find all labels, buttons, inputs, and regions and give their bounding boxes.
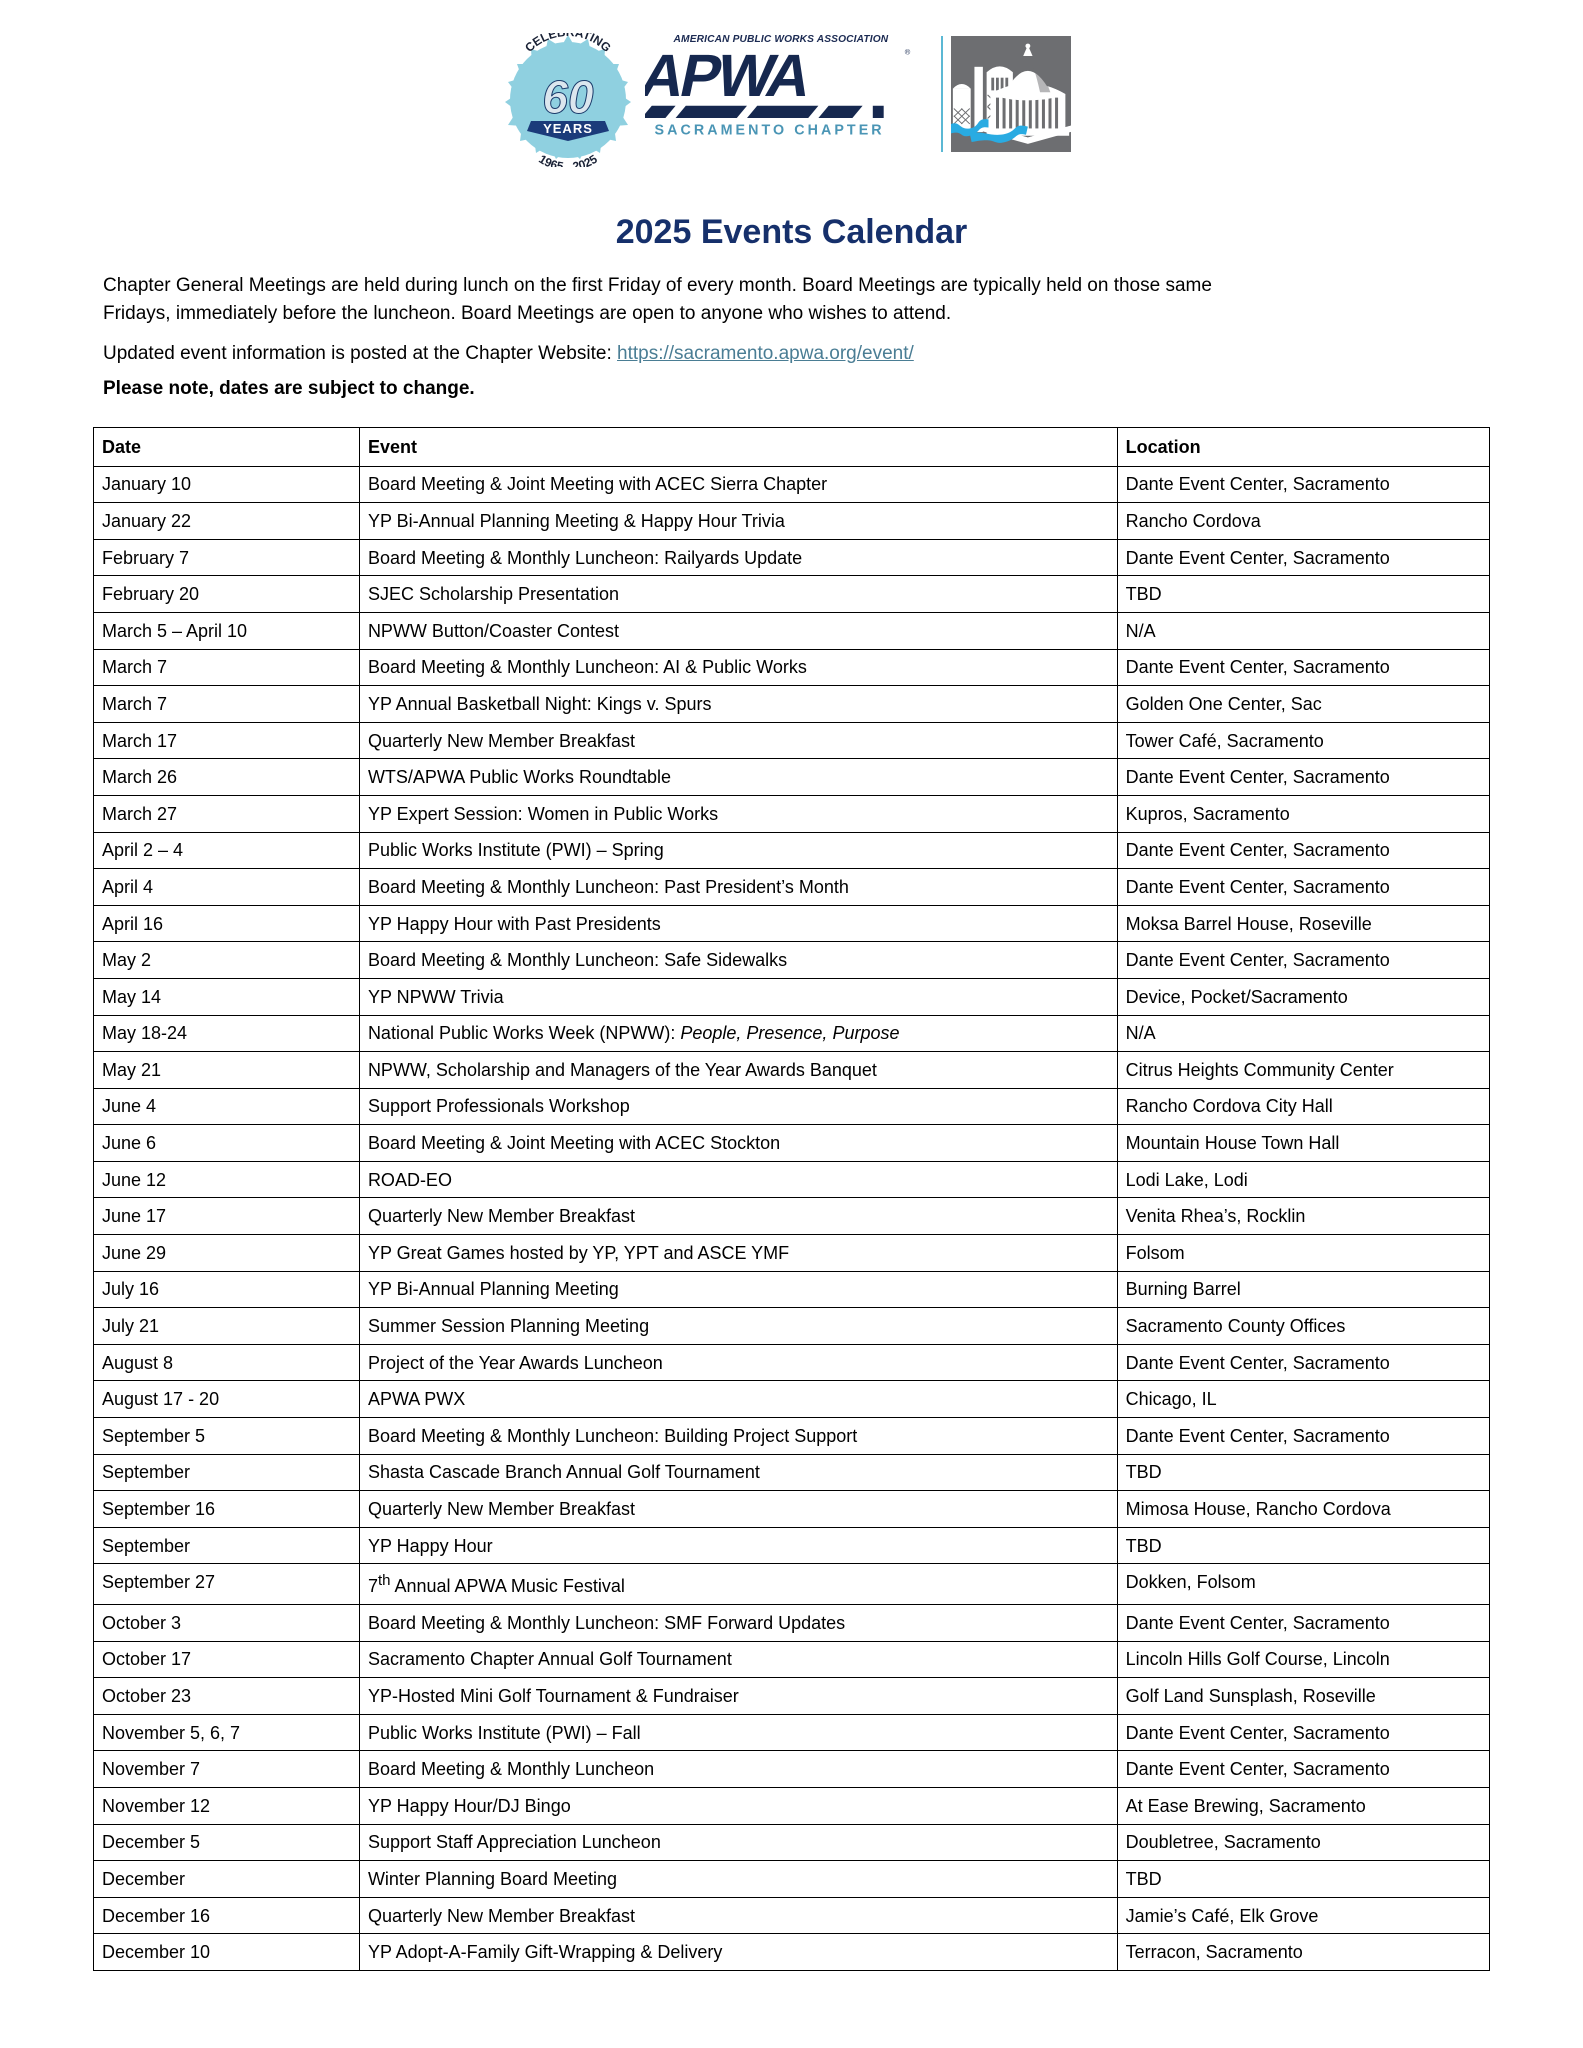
svg-text:YEARS: YEARS bbox=[543, 121, 593, 136]
svg-text:60: 60 bbox=[542, 71, 594, 123]
svg-text:APWA: APWA bbox=[645, 45, 818, 110]
svg-text:®: ® bbox=[905, 48, 911, 57]
